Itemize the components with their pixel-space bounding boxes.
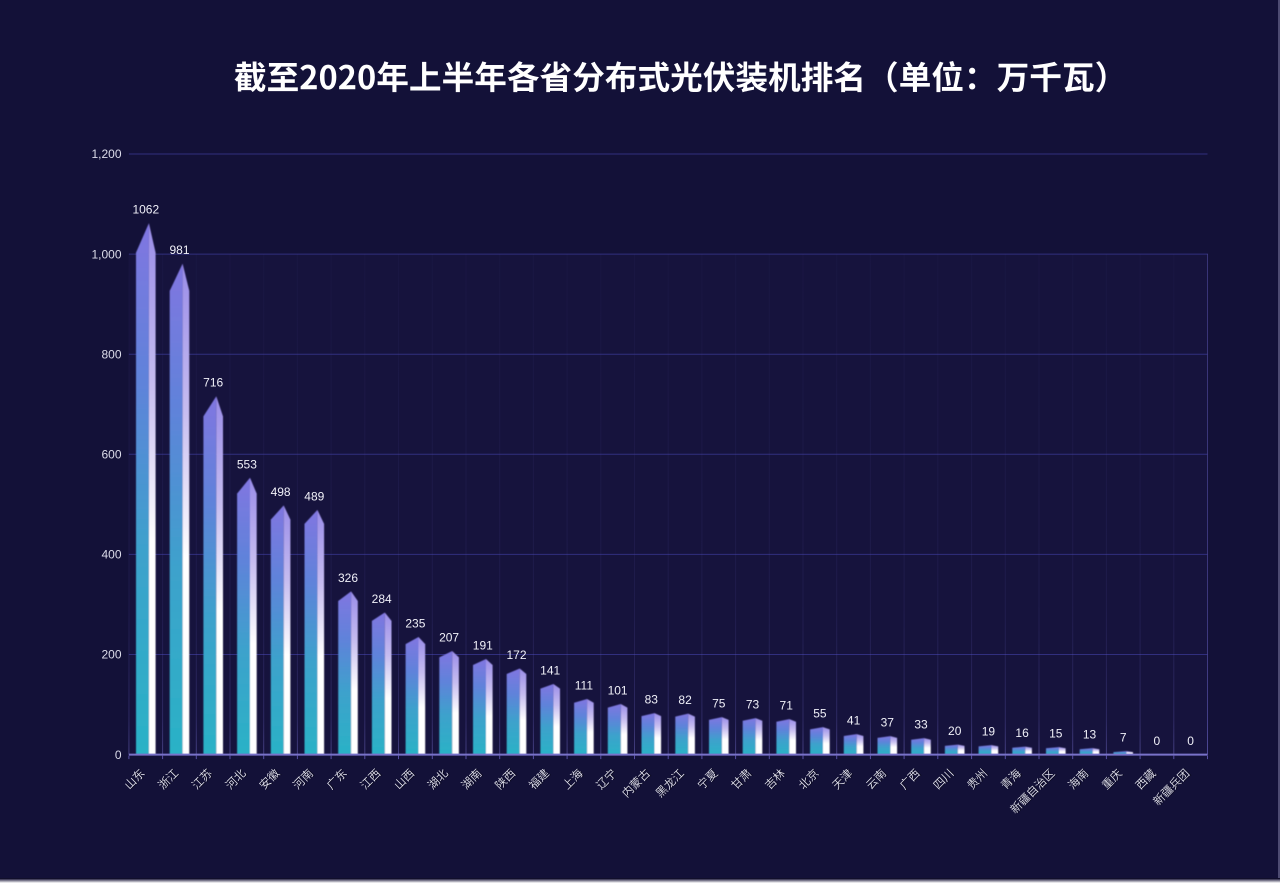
svg-text:20: 20 — [948, 724, 962, 738]
svg-text:75: 75 — [712, 697, 726, 711]
svg-text:600: 600 — [101, 448, 121, 462]
svg-text:284: 284 — [372, 592, 392, 606]
svg-text:498: 498 — [271, 485, 291, 499]
svg-text:191: 191 — [473, 639, 493, 653]
svg-text:83: 83 — [645, 693, 659, 707]
svg-text:141: 141 — [540, 664, 560, 678]
svg-text:13: 13 — [1083, 728, 1097, 742]
svg-text:55: 55 — [813, 707, 827, 721]
svg-text:0: 0 — [115, 748, 122, 762]
svg-text:1,000: 1,000 — [91, 247, 121, 261]
svg-text:489: 489 — [304, 489, 324, 503]
svg-text:15: 15 — [1049, 727, 1063, 741]
svg-text:0: 0 — [1187, 734, 1194, 748]
svg-text:33: 33 — [914, 718, 928, 732]
svg-text:172: 172 — [506, 648, 526, 662]
svg-text:7: 7 — [1120, 731, 1127, 745]
svg-text:0: 0 — [1154, 734, 1161, 748]
svg-text:1062: 1062 — [132, 203, 159, 217]
svg-text:553: 553 — [237, 457, 257, 471]
svg-text:716: 716 — [203, 376, 223, 390]
svg-text:326: 326 — [338, 571, 358, 585]
svg-text:41: 41 — [847, 714, 861, 728]
svg-text:400: 400 — [101, 548, 121, 562]
svg-text:37: 37 — [881, 716, 895, 730]
svg-text:1,200: 1,200 — [91, 147, 121, 161]
svg-text:16: 16 — [1015, 726, 1029, 740]
svg-text:235: 235 — [405, 617, 425, 631]
svg-text:800: 800 — [101, 347, 121, 361]
svg-text:19: 19 — [982, 725, 996, 739]
svg-text:82: 82 — [678, 693, 692, 707]
svg-text:981: 981 — [169, 243, 189, 257]
svg-text:207: 207 — [439, 631, 459, 645]
svg-text:101: 101 — [608, 684, 628, 698]
svg-text:71: 71 — [780, 699, 794, 713]
svg-text:200: 200 — [101, 648, 121, 662]
svg-text:111: 111 — [575, 679, 594, 693]
svg-text:73: 73 — [746, 698, 760, 712]
